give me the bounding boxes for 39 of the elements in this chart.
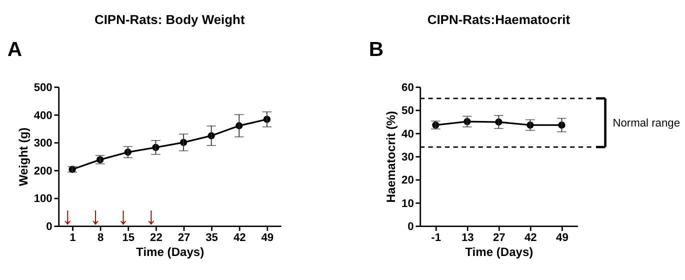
y-tick-label: 0 [408,221,414,234]
x-tick-label: 1 [70,232,76,244]
annotation: ↓ [117,202,130,230]
x-tick-label: 22 [150,232,162,244]
x-tick-label: 42 [233,232,246,244]
x-tick-label: 13 [461,232,474,244]
y-tick-label: 50 [402,105,414,118]
y-tick-label: 60 [402,82,414,94]
y-tick-label: 500 [34,82,52,94]
y-axis-title: Weight (g) [16,127,30,186]
x-axis-title: Time (Days) [136,244,204,259]
y-tick-label: 0 [46,221,52,234]
text: B [368,39,384,62]
annotation: ↓ [145,202,158,230]
annotation: ↓ [62,202,74,230]
x-tick-label: -1 [431,232,442,244]
x-tick-label: 27 [492,232,506,244]
x-tick-label: 8 [97,232,104,244]
text: A [7,39,22,62]
y-tick-label: 20 [402,174,414,187]
x-tick-label: 35 [206,232,218,244]
x-tick-label: 49 [556,232,568,244]
text: Normal range [612,117,680,130]
y-tick-label: 300 [34,138,52,150]
chart-title: CIPN-Rats:Haematocrit [427,12,571,27]
x-tick-label: 42 [524,232,537,244]
y-tick-label: 40 [402,128,414,140]
x-tick-label: 49 [261,232,274,244]
y-axis-title: Haematocrit (%) [384,110,398,203]
x-tick-label: 27 [178,232,190,244]
x-tick-label: 15 [122,232,135,244]
y-tick-label: 400 [34,110,52,122]
x-axis-title: Time (Days) [465,244,534,259]
annotation: ↓ [89,202,102,230]
y-tick-label: 10 [402,198,414,210]
y-tick-label: 200 [34,165,52,178]
chart-title: CIPN-Rats: Body Weight [94,12,246,27]
y-tick-label: 100 [34,193,52,206]
y-tick-label: 30 [402,151,414,164]
